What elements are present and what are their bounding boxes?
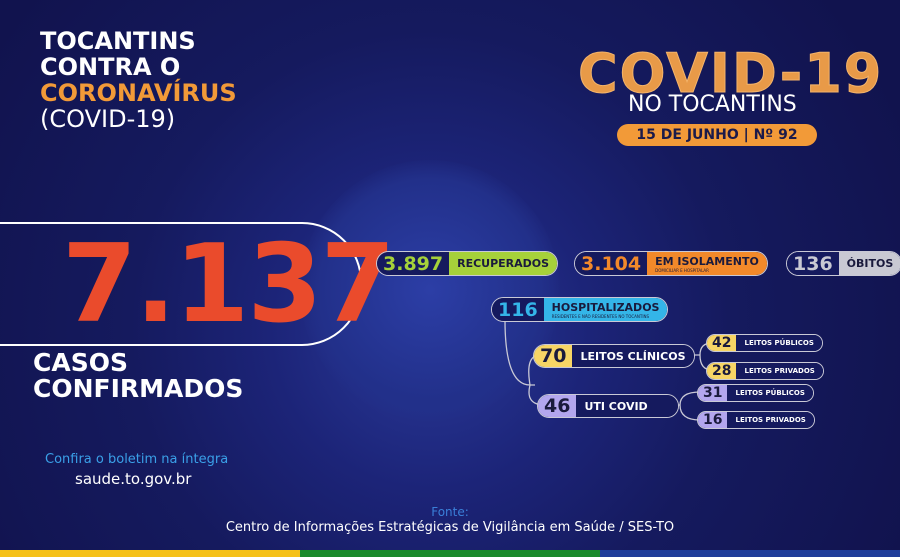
region-subtitle: NO TOCANTINS [628,92,797,117]
clinical-pill: 70 LEITOS CLÍNICOS [533,344,695,368]
isolation-label: EM ISOLAMENTO [655,254,759,268]
clinical-label: LEITOS CLÍNICOS [572,345,694,367]
date-badge: 15 DE JUNHO | Nº 92 [617,124,817,146]
icu-private-pill: 16 LEITOS PRIVADOS [697,411,815,429]
stripe-blue [600,550,900,557]
recovered-count: 3.897 [377,252,450,275]
clinical-public-pill: 42 LEITOS PÚBLICOS [706,334,823,352]
stripe-yellow [0,550,300,557]
deaths-label: ÓBITOS [838,252,900,275]
icu-public-label: LEITOS PÚBLICOS [727,385,813,401]
title-line: CONTRA O [40,53,181,81]
confirmed-label: CASOS CONFIRMADOS [33,350,243,402]
icu-pill: 46 UTI COVID [537,394,679,418]
covid-title: COVID-19 [577,42,884,106]
icu-count: 46 [538,395,577,417]
clinical-private-label: LEITOS PRIVADOS [736,363,823,379]
deaths-count: 136 [787,252,839,275]
confirmed-count: 7.137 [62,222,396,347]
title-line: (COVID-19) [40,105,176,133]
hospitalized-label: HOSPITALIZADOS [551,300,660,314]
isolation-pill: 3.104 EM ISOLAMENTO DOMICILIAR E HOSPITAL… [574,251,768,276]
label-line: CASOS [33,348,128,377]
icu-public-pill: 31 LEITOS PÚBLICOS [697,384,814,402]
title-line: TOCANTINS [40,27,196,55]
clinical-public-label: LEITOS PÚBLICOS [736,335,822,351]
isolation-count: 3.104 [575,252,648,275]
recovered-label: RECUPERADOS [449,252,558,275]
website-link[interactable]: saude.to.gov.br [75,470,192,488]
clinical-private-count: 28 [707,363,737,379]
clinical-count: 70 [534,345,573,367]
hospitalized-count: 116 [492,298,544,321]
stripe-green [300,550,600,557]
hospitalized-sublabel: RESIDENTES E NÃO RESIDENTES NO TOCANTINS [551,313,650,319]
connector [504,319,535,386]
confirmed-box [0,222,362,346]
clinical-private-pill: 28 LEITOS PRIVADOS [706,362,824,380]
isolation-sublabel: DOMICILIAR E HOSPITALAR [655,267,709,273]
deaths-pill: 136 ÓBITOS [786,251,900,276]
icu-private-label: LEITOS PRIVADOS [727,412,814,428]
campaign-title: TOCANTINS CONTRA O CORONAVÍRUS (COVID-19… [40,28,237,132]
title-highlight: CORONAVÍRUS [40,79,237,107]
source-label: Fonte: [431,505,469,519]
icu-label: UTI COVID [576,395,678,417]
bulletin-cta: Confira o boletim na íntegra [45,452,229,467]
icu-public-count: 31 [698,385,728,401]
connector [665,391,701,421]
recovered-pill: 3.897 RECUPERADOS [376,251,559,276]
icu-private-count: 16 [698,412,728,428]
clinical-public-count: 42 [707,335,737,351]
hospitalized-pill: 116 HOSPITALIZADOS RESIDENTES E NÃO RESID… [491,297,669,322]
source-text: Centro de Informações Estratégicas de Vi… [225,520,675,535]
label-line: CONFIRMADOS [33,374,244,403]
